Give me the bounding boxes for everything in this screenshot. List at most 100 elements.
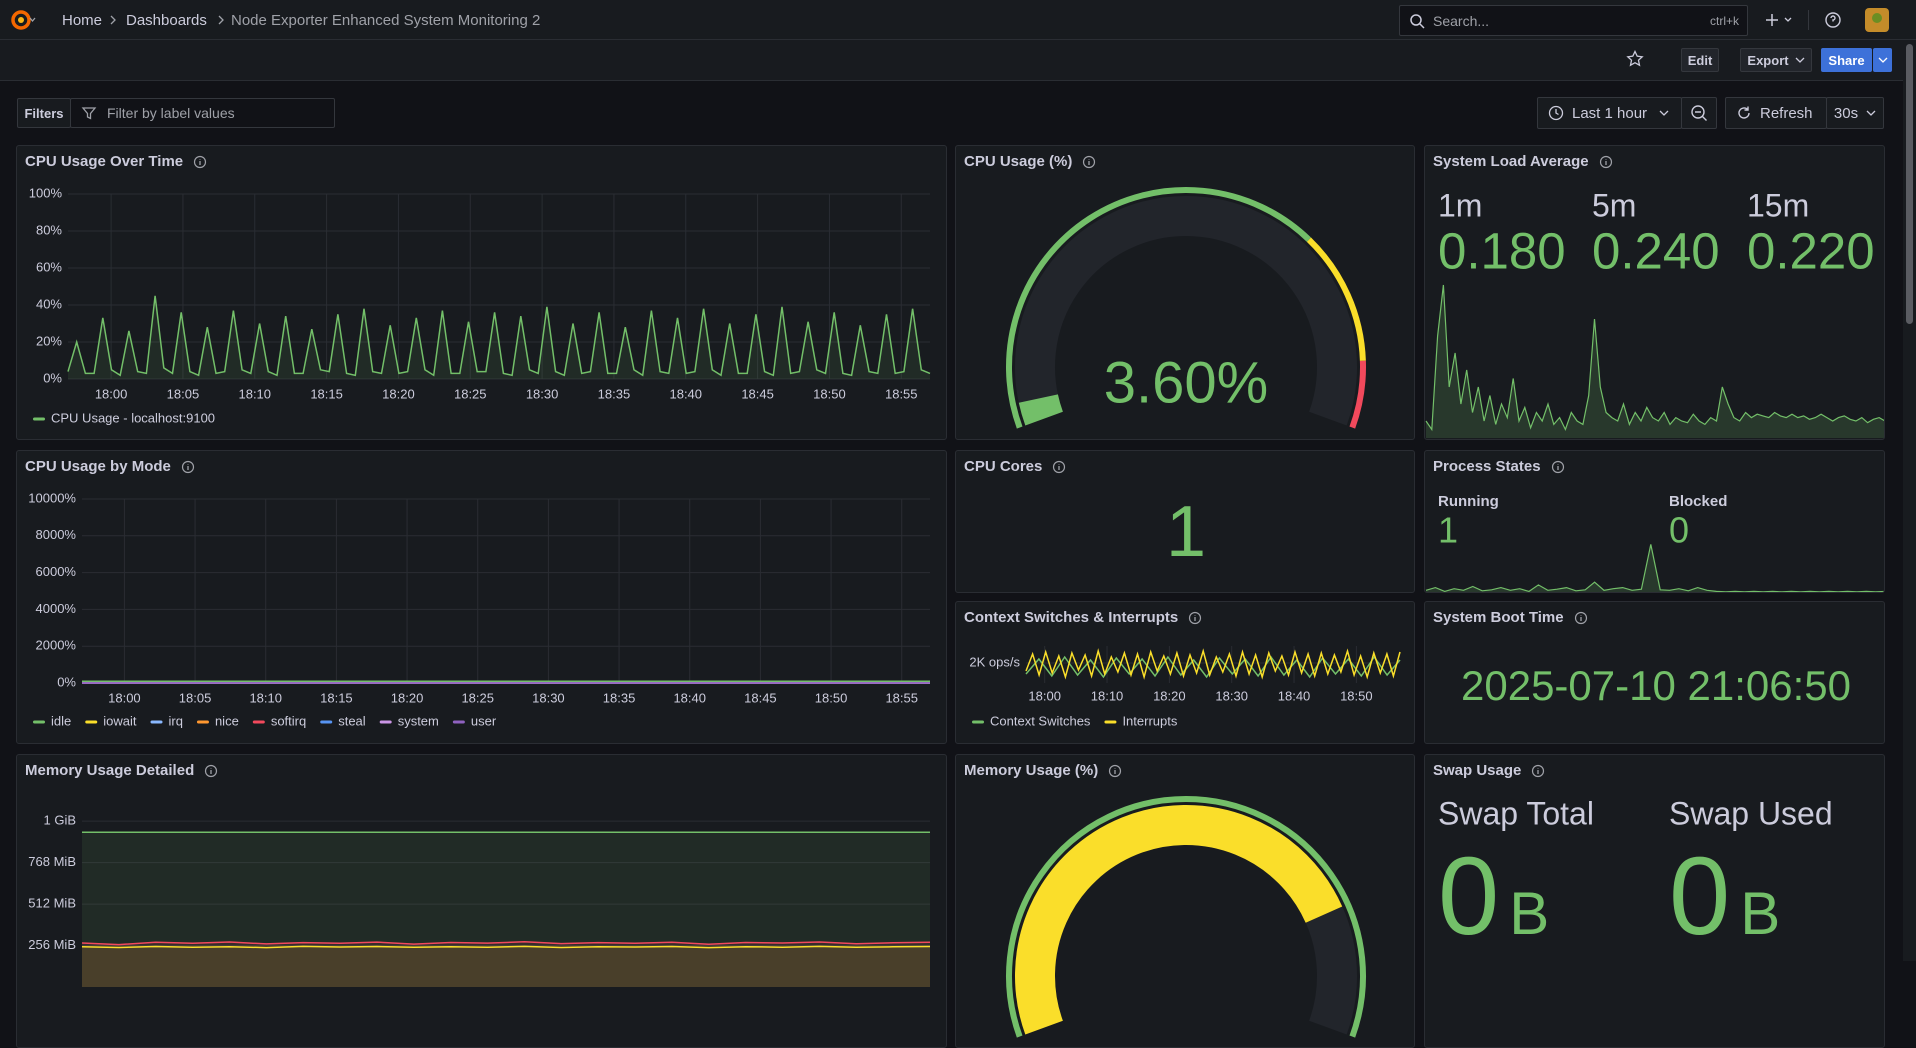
chevron — [1878, 56, 1888, 64]
time-picker[interactable]: Last 1 hour — [1537, 97, 1682, 129]
panel-header: Context Switches & Interrupts — [964, 609, 1202, 626]
stat-value: 0.240 — [1592, 222, 1720, 279]
search-shortcut: ctrl+k — [1710, 14, 1739, 28]
y-tick-label: 256 MiB — [28, 937, 76, 952]
info-icon[interactable] — [1599, 155, 1613, 169]
chevron — [1659, 109, 1669, 117]
info-icon[interactable] — [1052, 460, 1066, 474]
dashboard-toolbar: Edit Export Share — [0, 40, 1916, 81]
x-tick-label: 18:30 — [532, 690, 565, 705]
scrollbar[interactable] — [1903, 40, 1916, 961]
legend-label: CPU Usage - localhost:9100 — [51, 410, 215, 425]
x-tick-label: 18:05 — [179, 690, 212, 705]
x-tick-label: 18:05 — [167, 386, 200, 401]
info-icon[interactable] — [1551, 460, 1565, 474]
share-button[interactable]: Share — [1821, 48, 1872, 72]
stat-value: 2025-07-10 21:06:50 — [1461, 662, 1851, 709]
info-icon[interactable] — [1531, 764, 1545, 778]
panel-title: CPU Usage by Mode — [25, 458, 171, 475]
info-icon[interactable] — [193, 155, 207, 169]
legend-label: nice — [215, 713, 239, 728]
legend-label: iowait — [103, 713, 137, 728]
gauge-value — [1038, 399, 1044, 419]
refresh-interval[interactable]: 30s — [1826, 97, 1884, 129]
export-button[interactable]: Export — [1740, 48, 1812, 72]
legend-swatch — [380, 721, 392, 724]
y-tick-label: 10000% — [28, 490, 76, 505]
y-tick-label: 100% — [29, 185, 63, 200]
search-glass — [1411, 15, 1421, 25]
legend-swatch — [197, 721, 209, 724]
search-placeholder: Search... — [1433, 13, 1710, 29]
panel-header: CPU Cores — [964, 458, 1066, 475]
y-tick-label: 2K ops/s — [969, 654, 1020, 669]
info-icon[interactable] — [1574, 611, 1588, 625]
help-icon[interactable] — [1824, 11, 1842, 29]
lens-marks — [1695, 112, 1707, 121]
info-icon[interactable] — [1082, 155, 1096, 169]
search-icon — [1409, 13, 1425, 29]
breadcrumb[interactable]: Home — [62, 12, 102, 29]
x-tick-label: 18:50 — [1340, 688, 1373, 703]
info-icon[interactable] — [1108, 764, 1122, 778]
y-tick-label: 60% — [36, 259, 62, 274]
legend-swatch — [1104, 721, 1116, 724]
legend-swatch — [33, 418, 45, 421]
zoom-out-button[interactable] — [1681, 97, 1717, 129]
chevron-path — [1660, 111, 1668, 115]
clock-icon — [1548, 105, 1564, 121]
refresh-label: Refresh — [1760, 105, 1813, 122]
x-tick-label: 18:25 — [454, 386, 487, 401]
info-icon[interactable] — [1188, 611, 1202, 625]
y-tick-label: 40% — [36, 296, 62, 311]
x-tick-label: 18:45 — [744, 690, 777, 705]
panel-title: Memory Usage Detailed — [25, 762, 194, 779]
info-icon[interactable] — [181, 460, 195, 474]
star-button[interactable] — [1626, 50, 1644, 68]
y-tick-label: 6000% — [36, 564, 77, 579]
star-icon — [1628, 52, 1642, 66]
panel-title: System Load Average — [1433, 153, 1589, 170]
x-tick-label: 18:10 — [238, 386, 271, 401]
panel-content — [956, 755, 1415, 1048]
refresh-button[interactable]: Refresh — [1725, 97, 1827, 129]
filter-input[interactable]: Filter by label values — [70, 98, 335, 128]
grafana-logo[interactable] — [10, 8, 36, 32]
breadcrumb[interactable]: Dashboards — [126, 12, 207, 29]
stat-value: 0 — [1669, 835, 1730, 958]
x-tick-label: 18:30 — [526, 386, 559, 401]
x-tick-label: 18:45 — [741, 386, 774, 401]
x-tick-label: 18:15 — [310, 386, 343, 401]
y-tick-label: 0% — [57, 674, 76, 689]
edit-button[interactable]: Edit — [1681, 48, 1719, 72]
plus-icon — [1766, 14, 1778, 26]
chevron — [111, 16, 115, 24]
x-tick-label: 18:40 — [669, 386, 702, 401]
new-menu[interactable] — [1764, 12, 1796, 28]
x-tick-label: 18:25 — [461, 690, 494, 705]
search-box[interactable]: Search... ctrl+k — [1399, 5, 1748, 36]
share-menu[interactable] — [1873, 48, 1892, 72]
user-avatar[interactable] — [1865, 8, 1889, 32]
time-range: Last 1 hour — [1572, 105, 1659, 122]
info-icon[interactable] — [204, 764, 218, 778]
stat-label: 1m — [1438, 187, 1482, 223]
stat-label: 5m — [1592, 187, 1636, 223]
avatar-face — [1872, 13, 1882, 23]
legend-label: irq — [169, 713, 183, 728]
panel-header: System Load Average — [1433, 153, 1613, 170]
scroll-thumb[interactable] — [1906, 44, 1913, 324]
panel-header: CPU Usage (%) — [964, 153, 1096, 170]
x-tick-label: 18:50 — [813, 386, 846, 401]
breadcrumb-separator — [108, 14, 118, 26]
panel-title: CPU Cores — [964, 458, 1042, 475]
legend-swatch — [33, 721, 45, 724]
y-tick-label: 8000% — [36, 527, 77, 542]
x-tick-label: 18:00 — [1028, 688, 1061, 703]
x-tick-label: 18:20 — [382, 386, 415, 401]
sparkline-area — [1426, 285, 1885, 438]
